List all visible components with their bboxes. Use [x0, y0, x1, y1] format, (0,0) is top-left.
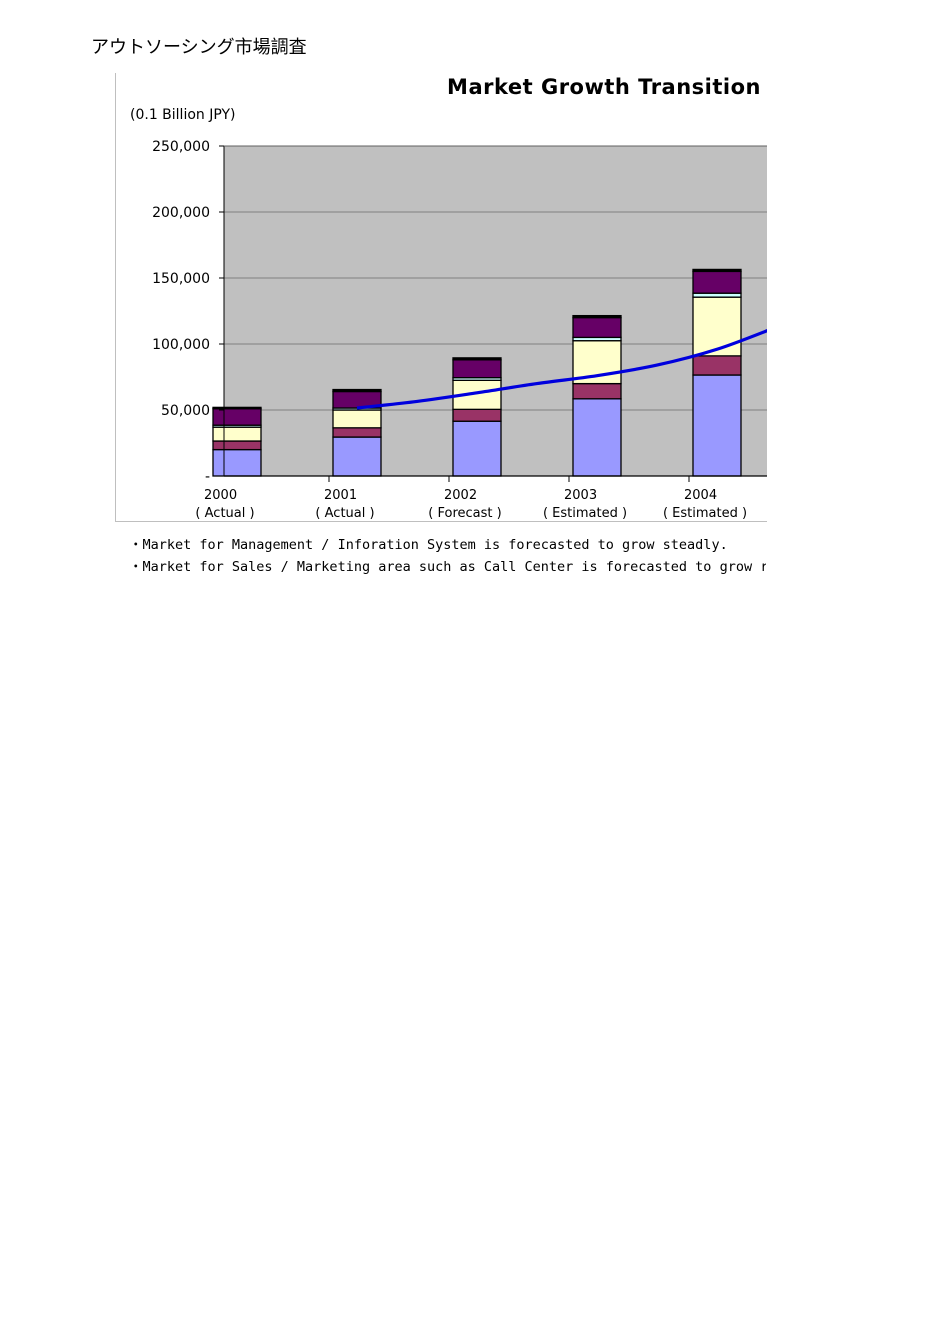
chart-frame: Market Growth Transition (0.1 Billion JP… [115, 73, 767, 522]
x-tick-label-2002: 2002 [444, 488, 477, 503]
x-tick-label-2004: 2004 [684, 488, 717, 503]
y-tick-label: 250,000 [152, 139, 210, 155]
bar-segment-2001-s1 [332, 427, 382, 438]
bar-segment-2003-s1 [572, 382, 622, 400]
bar-segment-2001-s2 [332, 409, 382, 429]
bar-segment-2004-s1 [692, 355, 742, 376]
y-tick-label: 150,000 [152, 271, 210, 287]
bar-segment-2001-s0 [332, 436, 382, 477]
bar-segment-2003-s0 [572, 398, 622, 477]
market-growth-chart: - 50,000 100,000 150,000 200,000 250,000 2000 (… [152, 139, 767, 521]
bar-segment-2000-s2 [212, 426, 262, 442]
x-tick-label-2000: 2000 [204, 488, 237, 503]
bar-segment-2000-s5 [212, 406, 262, 410]
bar-segment-2004-s4 [692, 270, 742, 294]
notes: ・Market for Management / Inforation Syst… [129, 535, 766, 578]
bar-segment-2002-s5 [452, 357, 502, 361]
y-tick-label: 200,000 [152, 205, 210, 221]
note-management-system: ・Market for Management / Inforation Syst… [129, 537, 728, 553]
bar-segment-2004-s0 [692, 374, 742, 477]
chart-title: Market Growth Transition [447, 75, 761, 99]
bar-segment-2001-s5 [332, 388, 382, 393]
bar-segment-2002-s0 [452, 420, 502, 477]
bar-segment-2000-s4 [212, 408, 262, 426]
x-tick-label-2001: 2001 [324, 488, 357, 503]
x-tick-label-2003: 2003 [564, 488, 597, 503]
x-tick-sublabel-2001: ( Actual ) [315, 506, 374, 521]
bar-segment-2002-s1 [452, 408, 502, 422]
y-tick-label: - [205, 469, 210, 485]
trend-line [356, 329, 767, 410]
note-sales-marketing: ・Market for Sales / Marketing area such … [129, 558, 766, 575]
bar-segment-2004-s2 [692, 296, 742, 357]
x-tick-sublabel-2003: ( Estimated ) [543, 506, 627, 521]
bar-segment-2004-s5 [692, 268, 742, 273]
axes: - 50,000 100,000 150,000 200,000 250,000 2000 (… [152, 139, 767, 521]
y-tick-label: 50,000 [161, 403, 210, 419]
y-tick-label: 100,000 [152, 337, 210, 353]
page-header: アウトソーシング市場調査 [91, 37, 307, 58]
x-tick-sublabel-2000: ( Actual ) [195, 506, 254, 521]
bar-segment-2003-s5 [572, 314, 622, 319]
bar-segment-2000-s1 [212, 440, 262, 451]
trend-line-layer [356, 329, 767, 410]
x-tick-sublabel-2002: ( Forecast ) [428, 506, 501, 521]
x-tick-sublabel-2004: ( Estimated ) [663, 506, 747, 521]
bar-segment-2003-s4 [572, 316, 622, 339]
stacked-bars [212, 268, 742, 477]
bar-segment-2002-s4 [452, 359, 502, 379]
bar-segment-2000-s0 [212, 448, 262, 477]
y-axis-unit-label: (0.1 Billion JPY) [130, 107, 236, 123]
